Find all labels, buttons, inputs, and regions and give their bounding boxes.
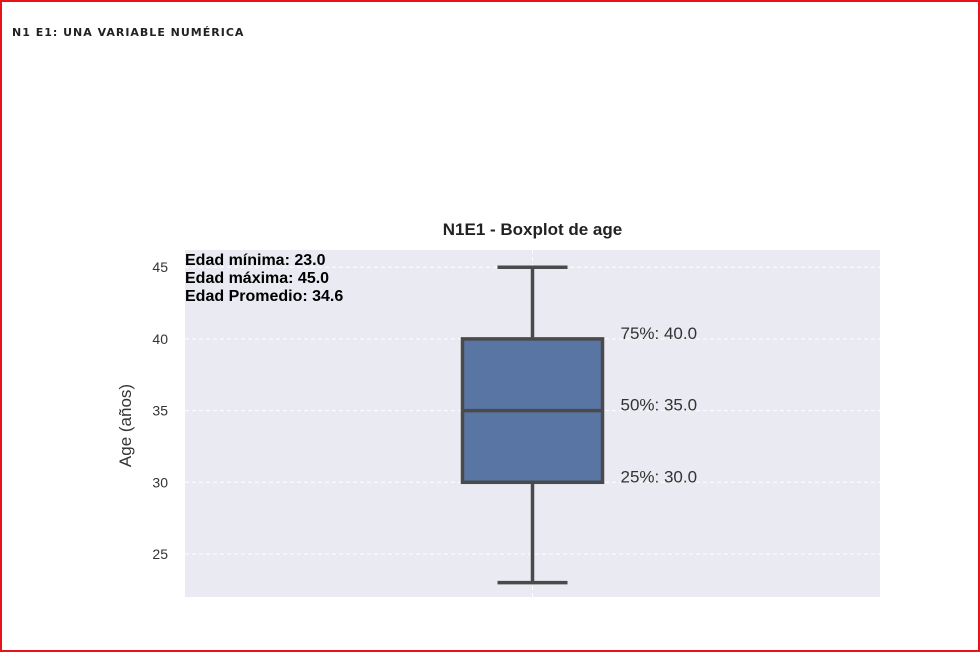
- section-title: N1 E1: UNA VARIABLE NUMÉRICA: [12, 26, 245, 39]
- y-tick-label: 30: [152, 474, 168, 490]
- y-tick-labels: 25 30 35 40 45: [152, 259, 168, 562]
- y-tick-label: 45: [152, 259, 168, 275]
- quartile-label: 25%: 30.0: [621, 467, 698, 486]
- y-tick-label: 35: [152, 403, 168, 419]
- quartile-label: 75%: 40.0: [621, 324, 698, 343]
- y-tick-label: 40: [152, 331, 168, 347]
- stat-line: Edad Promedio: 34.6: [185, 288, 343, 305]
- chart-title: N1E1 - Boxplot de age: [443, 220, 622, 239]
- quartile-annotations: 75%: 40.0 50%: 35.0 25%: 30.0: [621, 324, 698, 486]
- quartile-label: 50%: 35.0: [621, 396, 698, 415]
- stat-line: Edad máxima: 45.0: [185, 270, 329, 287]
- y-axis-label: Age (años): [116, 384, 135, 467]
- box-group: [460, 265, 605, 585]
- stat-line: Edad mínima: 23.0: [185, 252, 326, 269]
- y-tick-label: 25: [152, 546, 168, 562]
